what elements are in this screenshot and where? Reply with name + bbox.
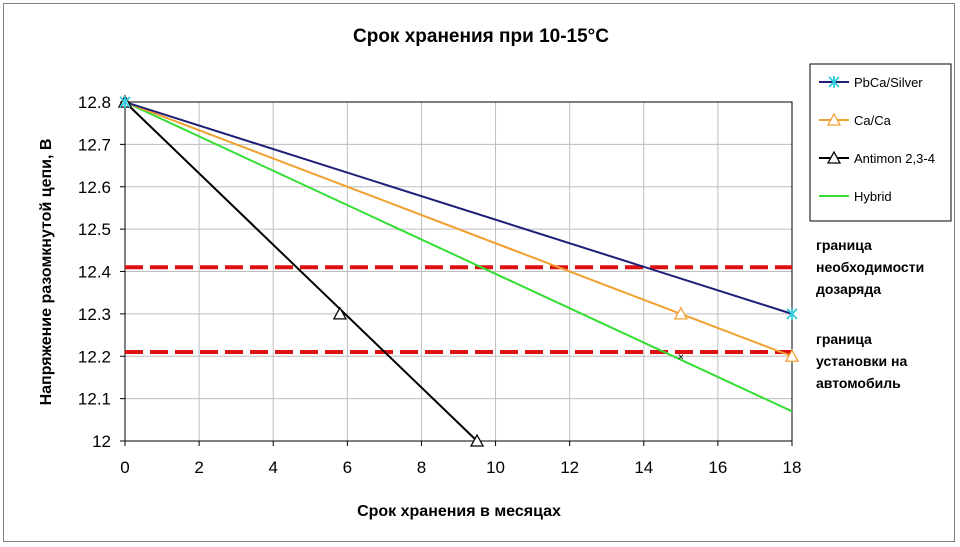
reference-line-label: граница (816, 237, 872, 253)
reference-line-label: необходимости (816, 259, 924, 275)
y-tick-label: 12.4 (78, 263, 111, 282)
x-tick-label: 12 (560, 458, 579, 477)
x-tick-label: 6 (343, 458, 352, 477)
annotation-mark: × (678, 351, 684, 363)
legend-swatch-marker (826, 112, 842, 126)
x-tick-label: 4 (268, 458, 277, 477)
y-tick-label: 12.5 (78, 220, 111, 239)
data-point (332, 306, 348, 320)
y-tick-label: 12.8 (78, 93, 111, 112)
plot-area: 0 2 4 6 8 10 12 14 16 18 12 12.1 12.2 12.3 12.4 12.5 12.… (78, 93, 802, 477)
x-axis-label: Срок хранения в месяцах (357, 503, 561, 520)
data-point (673, 306, 688, 320)
series-line-antimon-2-3-4 (124, 101, 478, 442)
x-tick-label: 16 (708, 458, 727, 477)
legend-label: Ca/Ca (854, 113, 892, 128)
reference-line-label: установки на (816, 353, 907, 369)
y-tick-label: 12 (92, 432, 111, 451)
legend-label: Hybrid (854, 189, 892, 204)
legend-swatch-marker (828, 76, 840, 88)
x-tick-label: 10 (486, 458, 505, 477)
reference-line-labels: граница необходимости дозаряда граница устан… (816, 237, 924, 391)
data-point (119, 96, 131, 108)
x-tick-label: 2 (194, 458, 203, 477)
legend: PbCa/Silver Ca/Ca Antimon 2,3-4 Hybrid (809, 63, 952, 222)
chart-title: Срок хранения при 10-15°C (353, 26, 609, 47)
y-tick-label: 12.7 (78, 135, 111, 154)
reference-line-label: дозаряда (816, 281, 881, 297)
reference-line-label: граница (816, 331, 872, 347)
y-axis-label: Напряжение разомкнутой цепи, В (38, 139, 55, 406)
data-point (786, 307, 798, 320)
y-tick-label: 12.3 (78, 305, 111, 324)
series-line-hybrid (124, 101, 793, 413)
data-point (469, 433, 485, 447)
chart-svg: Срок хранения при 10-15°C 0 2 4 6 8 10 12 14 16 1… (38, 26, 952, 520)
x-tick-label: 18 (783, 458, 802, 477)
x-tick-label: 14 (634, 458, 653, 477)
legend-swatch-marker (826, 150, 842, 164)
legend-box (809, 63, 952, 222)
y-tick-label: 12.1 (78, 390, 111, 409)
y-tick-label: 12.2 (78, 347, 111, 366)
legend-label: PbCa/Silver (854, 75, 923, 90)
y-tick-label: 12.6 (78, 178, 111, 197)
x-tick-label: 0 (120, 458, 129, 477)
series-line-pbca-silver (124, 101, 793, 315)
data-point (784, 348, 800, 362)
legend-label: Antimon 2,3-4 (854, 151, 935, 166)
chart-frame: Срок хранения при 10-15°C 0 2 4 6 8 10 12 14 16 1… (3, 3, 955, 542)
x-tick-label: 8 (417, 458, 426, 477)
reference-line-label: автомобиль (816, 375, 901, 391)
